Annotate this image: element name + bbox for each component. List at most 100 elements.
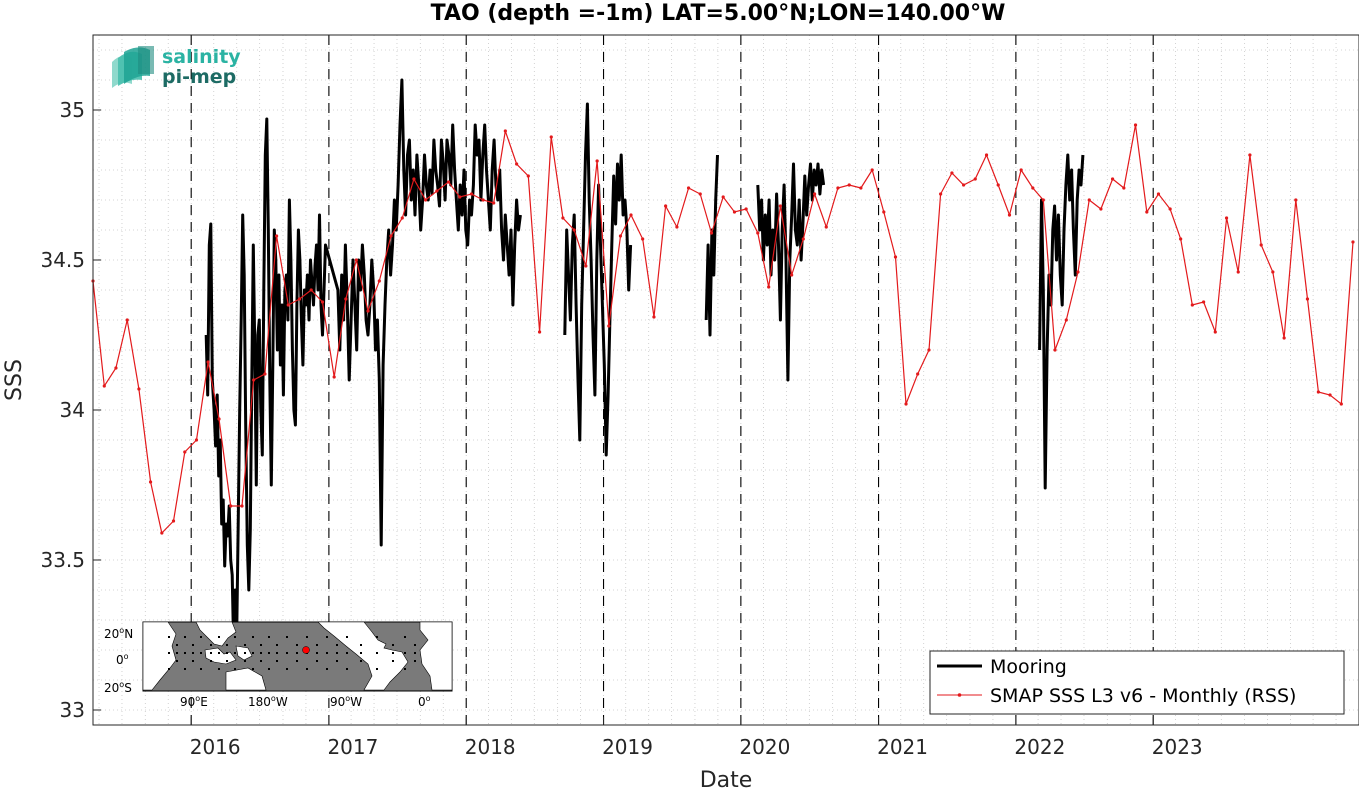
series-smap-point — [332, 375, 336, 379]
series-smap-point — [686, 186, 691, 190]
y-ticks: 33 33.5 34 34.5 35 — [40, 98, 101, 722]
series-smap-point — [1122, 186, 1126, 190]
inset-lon-label-0: 0o — [418, 694, 431, 709]
x-tick-label: 2019 — [602, 735, 653, 759]
legend-box — [929, 650, 1345, 715]
series-smap-point — [515, 162, 519, 166]
series-smap-point — [469, 192, 474, 196]
inset-buoy-dot — [286, 652, 288, 654]
series-smap-point — [252, 378, 256, 382]
inset-buoy-dot — [226, 644, 228, 646]
series-smap-point — [148, 480, 153, 484]
inset-buoy-dot — [218, 636, 220, 638]
inset-buoy-dot — [244, 660, 246, 662]
series-smap-point — [893, 255, 898, 259]
series-smap-point — [1110, 177, 1115, 181]
x-tick-label: 2023 — [1152, 735, 1203, 759]
inset-buoy-dot — [200, 668, 202, 670]
series-smap-point — [217, 417, 221, 421]
series-smap-point — [229, 504, 233, 508]
series-smap-point — [537, 330, 542, 334]
y-tick-label: 35 — [60, 98, 85, 122]
series-smap-point — [1351, 240, 1355, 244]
inset-buoy-dot — [360, 644, 362, 646]
series-smap-point — [1156, 192, 1161, 196]
series-smap-point — [939, 192, 943, 196]
inset-buoy-dot — [414, 652, 416, 654]
inset-buoy-dot — [326, 652, 328, 654]
series-smap-point — [1041, 198, 1045, 202]
logo-text-line2: pi-mep — [162, 66, 236, 88]
series-smap-point — [240, 504, 244, 508]
series-smap-point — [1145, 210, 1149, 214]
series-smap-point — [377, 279, 381, 283]
legend-label-smap: SMAP SSS L3 v6 - Monthly (RSS) — [990, 685, 1296, 707]
inset-buoy-dot — [316, 652, 318, 654]
logo-text-line1: salinity — [162, 46, 241, 68]
inset-buoy-dot — [192, 660, 194, 662]
inset-buoy-dot — [226, 652, 228, 654]
series-smap-point — [435, 189, 439, 193]
y-tick-label: 33 — [60, 698, 85, 722]
series-smap-point — [389, 234, 393, 238]
series-smap-point — [286, 303, 290, 307]
series-smap-point — [1019, 168, 1023, 172]
x-tick-label: 2016 — [190, 735, 241, 759]
x-tick-label: 2020 — [739, 735, 790, 759]
series-smap-point — [1031, 186, 1035, 190]
inset-buoy-dot — [326, 668, 328, 670]
inset-map-continents — [142, 621, 453, 691]
inset-buoy-dot — [168, 636, 170, 638]
x-tick-label: 2017 — [327, 735, 378, 759]
x-tick-label: 2021 — [877, 735, 928, 759]
series-smap-point — [859, 186, 863, 190]
series-smap-point — [1190, 303, 1194, 307]
inset-buoy-dot — [392, 644, 394, 646]
series-smap-point — [206, 360, 210, 364]
inset-buoy-dot — [234, 652, 236, 654]
series-smap-point — [309, 288, 313, 292]
series-smap-point — [171, 519, 176, 523]
series-smap-point — [1168, 207, 1172, 211]
series-smap-point — [1248, 153, 1252, 157]
inset-buoy-dot — [316, 660, 318, 662]
series-smap-point — [778, 204, 782, 208]
series-smap-point — [1202, 300, 1206, 304]
series-smap-point — [125, 318, 129, 322]
series-smap-point — [1007, 213, 1012, 217]
series-smap-point — [973, 177, 977, 181]
series-smap-point — [870, 168, 874, 172]
series-smap-point — [423, 198, 428, 202]
series-smap-point — [996, 183, 1000, 187]
inset-buoy-dot — [260, 644, 262, 646]
series-smap-point — [446, 180, 451, 184]
series-smap-point — [675, 225, 679, 229]
inset-buoy-dot — [376, 636, 378, 638]
inset-buoy-dot — [336, 660, 338, 662]
series-smap-point — [1179, 237, 1183, 241]
series-smap-point — [412, 177, 416, 181]
series-smap-point — [664, 204, 668, 208]
inset-buoy-dot — [276, 644, 278, 646]
series-smap-point — [961, 183, 966, 187]
series-smap-point — [847, 183, 851, 187]
series-smap-point — [183, 450, 187, 454]
series-smap-point — [584, 264, 588, 268]
inset-buoy-dot — [252, 668, 254, 670]
series-smap-point — [836, 186, 840, 190]
inset-buoy-dot — [268, 652, 270, 654]
series-smap-point — [1339, 402, 1343, 406]
series-smap-point — [561, 216, 565, 220]
inset-buoy-dot — [244, 644, 246, 646]
series-smap-point — [721, 195, 725, 199]
series-mooring-line — [756, 162, 826, 382]
series-smap-point — [1064, 318, 1068, 322]
inset-buoy-dot — [260, 652, 262, 654]
series-smap-point — [354, 258, 358, 262]
x-axis-label: Date — [700, 768, 753, 790]
inset-buoy-dot — [210, 652, 212, 654]
y-tick-label: 33.5 — [40, 548, 85, 572]
series-smap-point — [1099, 207, 1103, 211]
inset-buoy-dot — [360, 652, 362, 654]
inset-buoy-dot — [210, 644, 212, 646]
